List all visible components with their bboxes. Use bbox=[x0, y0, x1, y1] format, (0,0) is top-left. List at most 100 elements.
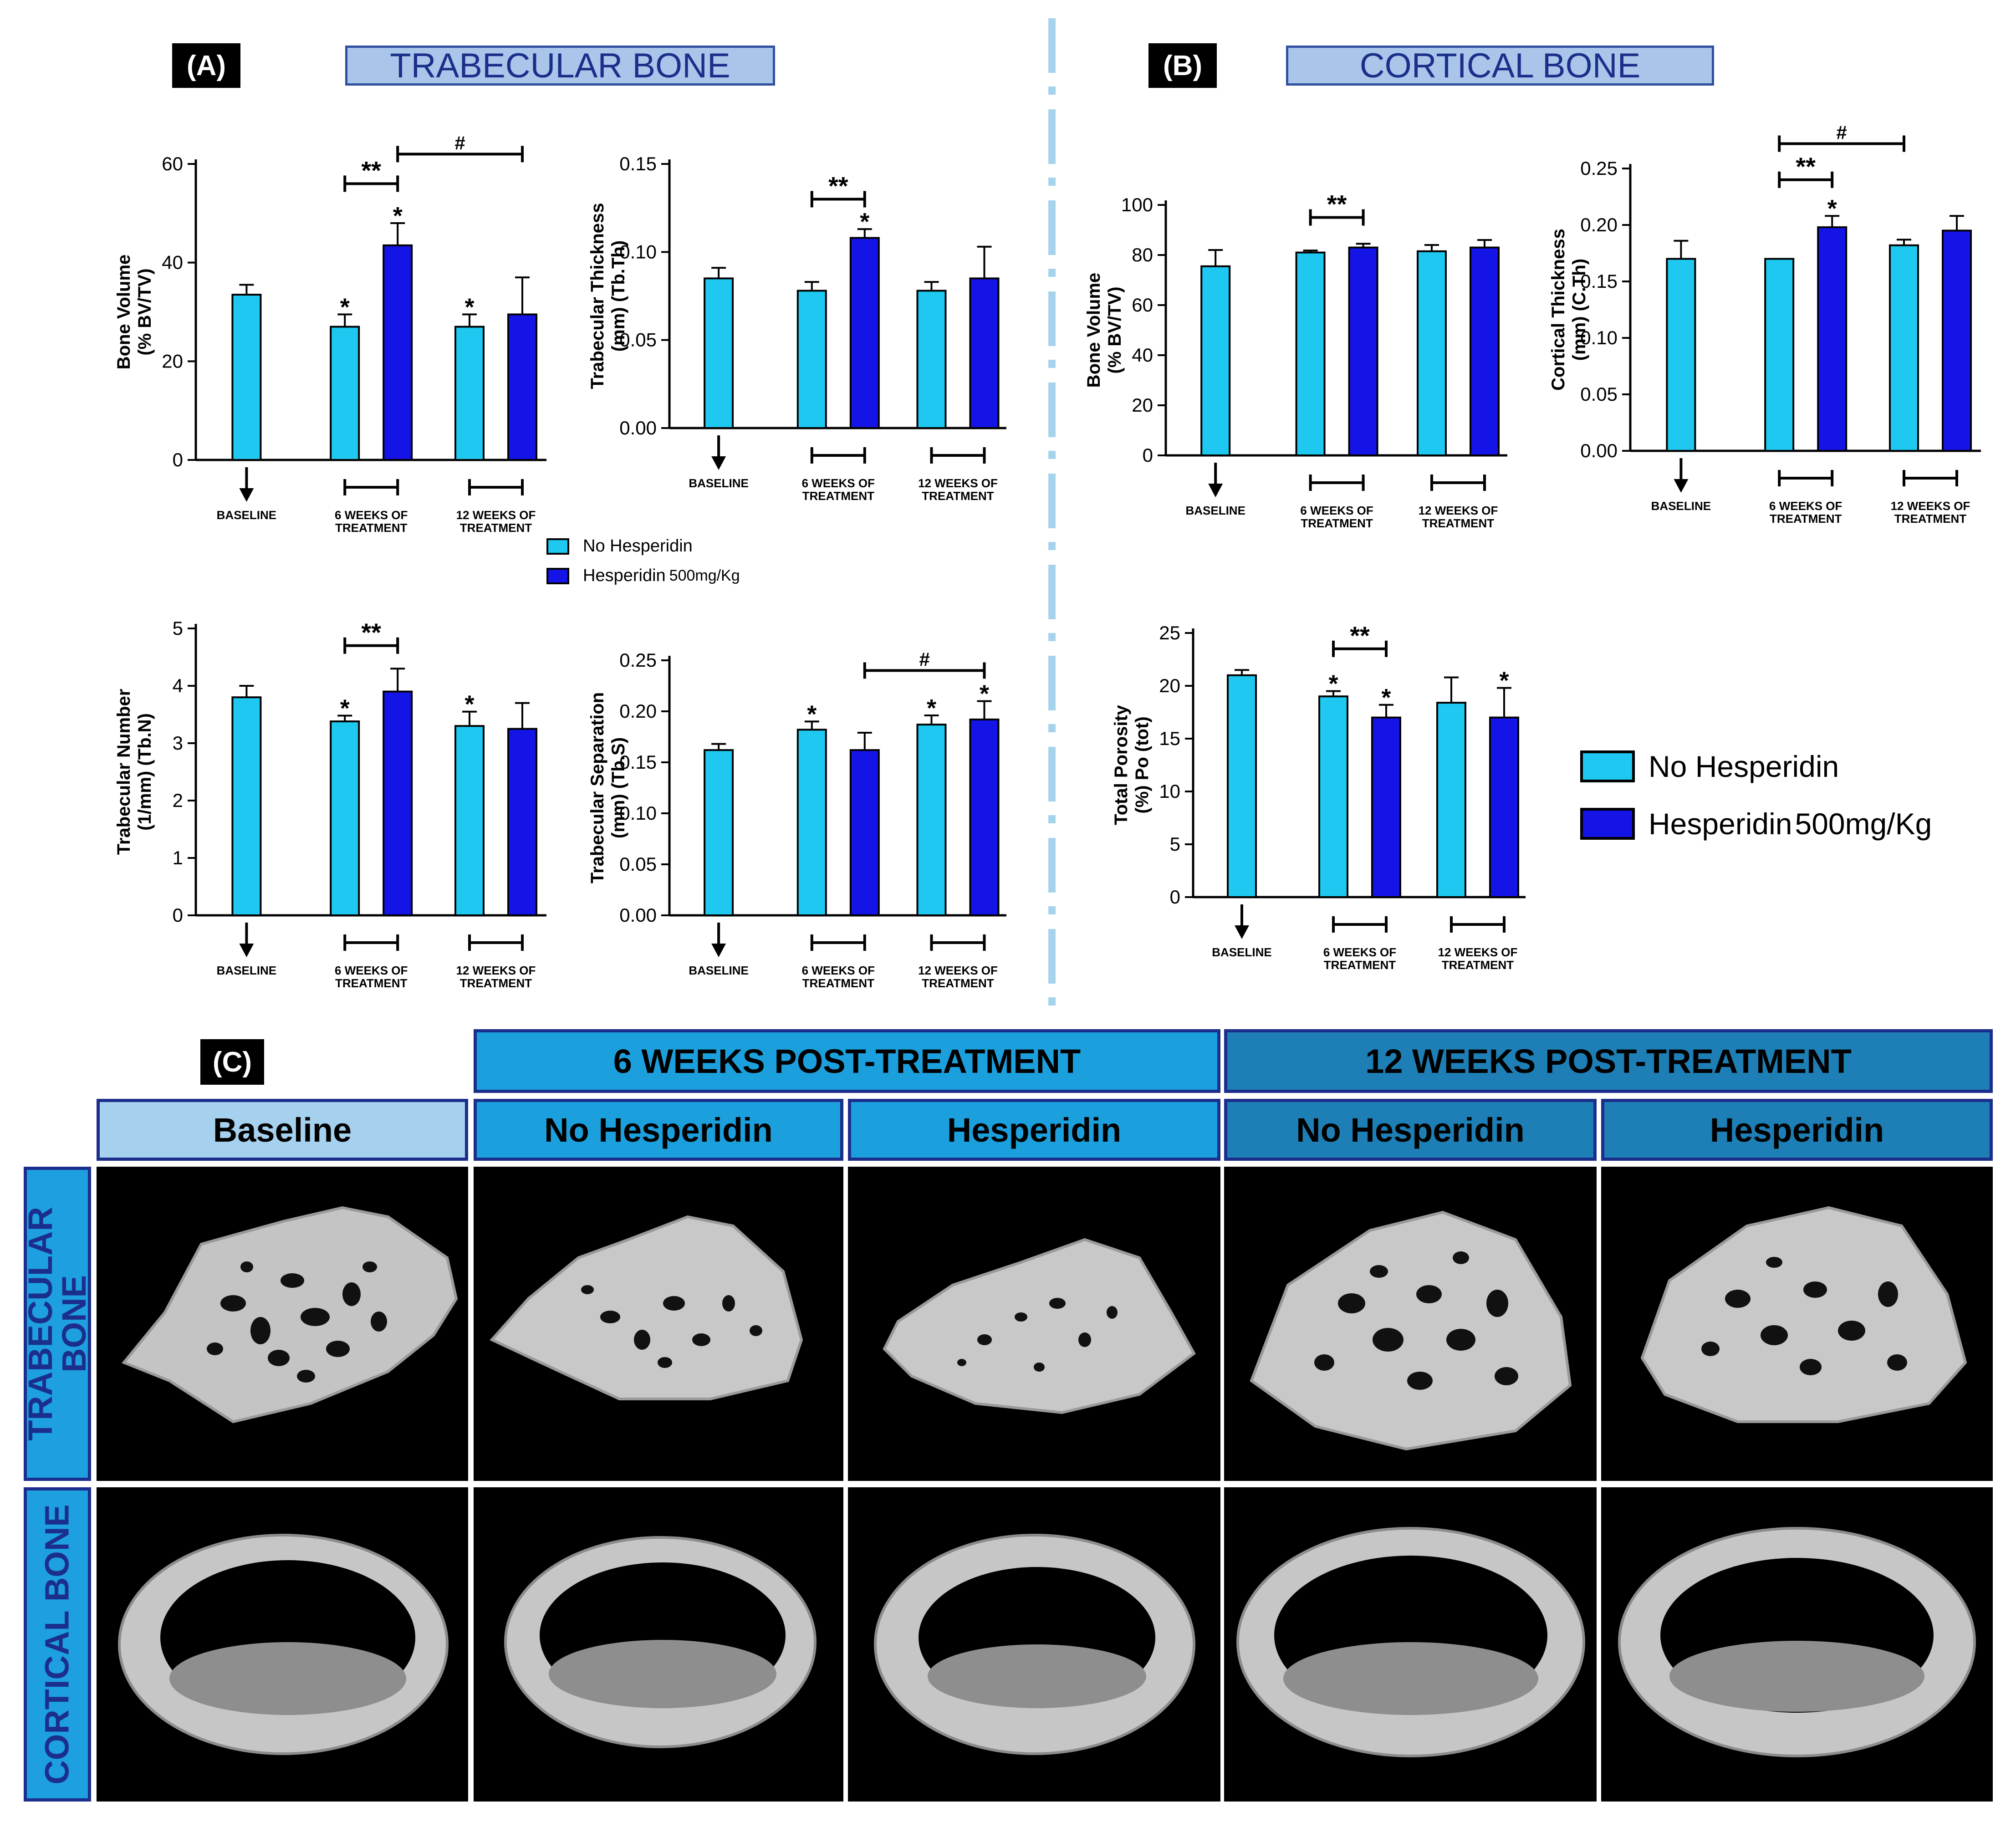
significance-label: # bbox=[454, 132, 465, 153]
x-group-label-line: 6 WEEKS OF bbox=[1323, 945, 1396, 959]
x-group-label-line: BASELINE bbox=[1651, 499, 1711, 513]
y-axis-label-line: (% BV/TV) bbox=[135, 268, 155, 355]
significance-star: * bbox=[1328, 670, 1338, 698]
y-tick-label: 0.20 bbox=[619, 700, 657, 722]
y-axis-label-line: Bone Volume bbox=[114, 255, 134, 370]
trabecular-pores bbox=[207, 1261, 387, 1383]
y-axis-label-line: (mm) (Tb.S) bbox=[608, 737, 628, 838]
x-group-label-line: TREATMENT bbox=[335, 521, 408, 535]
cortical-render-6w-yes bbox=[874, 1534, 1195, 1755]
x-group-label-line: BASELINE bbox=[217, 964, 276, 977]
y-tick-label: 40 bbox=[162, 252, 183, 273]
legend-large-label-no: No Hesperidin bbox=[1649, 750, 1839, 783]
bar bbox=[330, 326, 360, 461]
trabecular-shape bbox=[490, 1215, 803, 1400]
y-axis-label-line: Total Porosity bbox=[1111, 704, 1131, 825]
bar bbox=[969, 277, 1000, 429]
significance-label: ** bbox=[1327, 190, 1347, 219]
y-tick-label: 0 bbox=[1143, 444, 1153, 466]
y-axis-label: Trabecular Thickness(mm) (Tb.Th) bbox=[587, 203, 628, 389]
legend-small-label-dose: 500mg/Kg bbox=[669, 567, 740, 584]
x-group-label-line: 12 WEEKS OF bbox=[1419, 504, 1498, 517]
trabecular-pores bbox=[581, 1285, 762, 1368]
x-group-label-line: BASELINE bbox=[1185, 504, 1245, 517]
x-group-label-line: TREATMENT bbox=[460, 976, 532, 990]
chart-cortical-thickness: Cortical Thickness(mm) (C.Th) 0.00 0.05 0.1… bbox=[1548, 122, 1981, 526]
cortical-image-12w-no-hesperidin bbox=[1224, 1487, 1597, 1802]
trabecular-render-6w-yes bbox=[883, 1238, 1196, 1414]
x-group-label-line: 12 WEEKS OF bbox=[918, 476, 998, 490]
x-group-label: 12 WEEKS OF TREATMENT bbox=[918, 964, 998, 990]
y-tick-label: 10 bbox=[1159, 781, 1180, 802]
x-group-label-line: 12 WEEKS OF bbox=[456, 508, 536, 522]
x-group-label-line: TREATMENT bbox=[1301, 516, 1373, 530]
x-group-label: BASELINE bbox=[1212, 945, 1271, 959]
column-header-12w-no-hesperidin: No Hesperidin bbox=[1224, 1099, 1597, 1161]
x-group-label: 12 WEEKS OF TREATMENT bbox=[918, 476, 998, 503]
chart-trabecular-separation: Trabecular Separation(mm) (Tb.S) 0.00 0.05… bbox=[587, 648, 1006, 990]
baseline-arrow-head bbox=[239, 488, 254, 502]
legend-small-row-yes: Hesperidin 500mg/Kg bbox=[546, 566, 740, 586]
significance-star: * bbox=[807, 700, 817, 728]
cortical-wall-shade bbox=[928, 1644, 1146, 1708]
y-tick-label: 0 bbox=[173, 449, 183, 470]
x-group-label: 6 WEEKS OF TREATMENT bbox=[335, 508, 408, 535]
y-tick-label: 5 bbox=[1170, 833, 1180, 855]
y-tick-label: 0.25 bbox=[619, 649, 657, 671]
bar bbox=[383, 690, 413, 916]
legend-small-swatch-no bbox=[546, 538, 569, 555]
x-group-label-line: TREATMENT bbox=[335, 976, 408, 990]
baseline-arrow-head bbox=[1674, 479, 1689, 493]
cortical-wall-shade bbox=[1669, 1641, 1924, 1712]
legend-large-label-dose: 500mg/Kg bbox=[1795, 807, 1932, 841]
legend-large: No Hesperidin Hesperidin 500mg/Kg bbox=[1580, 749, 1932, 841]
bar bbox=[1295, 251, 1326, 456]
cortical-wall-shade bbox=[1283, 1642, 1538, 1715]
y-axis-label-line: (mm) (C.Th) bbox=[1569, 259, 1589, 361]
bar bbox=[1470, 246, 1500, 456]
y-tick-label: 0 bbox=[173, 904, 183, 926]
bar bbox=[454, 326, 485, 461]
baseline-arrow-head bbox=[711, 944, 726, 957]
y-axis-label-line: (1/mm) (Tb.N) bbox=[135, 713, 155, 831]
y-tick-label: 40 bbox=[1132, 344, 1153, 366]
trabecular-shape bbox=[122, 1206, 458, 1424]
cortical-image-6w-hesperidin bbox=[848, 1487, 1220, 1802]
y-tick-label: 1 bbox=[173, 847, 183, 868]
y-axis-label: Total Porosity(%) Po (tot) bbox=[1111, 704, 1152, 825]
significance-star: * bbox=[1827, 195, 1837, 222]
legend-small-label-yes: Hesperidin bbox=[583, 566, 666, 585]
significance-star: * bbox=[1381, 684, 1391, 711]
y-axis-label: Trabecular Separation(mm) (Tb.S) bbox=[587, 692, 628, 883]
y-tick-label: 0.15 bbox=[619, 153, 657, 174]
bar bbox=[1417, 250, 1447, 456]
bar bbox=[1318, 695, 1348, 898]
row-label-trabecular-line2: BONE bbox=[55, 1275, 93, 1373]
chart-total-porosity: Total Porosity(%) Po (tot) 0 5 10 15 20 25 BASE… bbox=[1111, 621, 1526, 972]
bar bbox=[231, 294, 262, 461]
chart-trabecular-number: Trabecular Number(1/mm) (Tb.N) 0 1 2 3 4 5 BASE… bbox=[114, 618, 546, 990]
x-group-label-line: BASELINE bbox=[689, 964, 748, 977]
x-group-label-line: 12 WEEKS OF bbox=[456, 964, 536, 977]
x-group-label-line: 6 WEEKS OF bbox=[335, 508, 408, 522]
y-axis-label-line: Trabecular Thickness bbox=[587, 203, 607, 389]
bar bbox=[1942, 230, 1972, 452]
bar bbox=[383, 244, 413, 461]
y-tick-label: 60 bbox=[162, 153, 183, 174]
y-tick-label: 0.00 bbox=[619, 904, 657, 926]
cortical-image-12w-hesperidin bbox=[1601, 1487, 1993, 1802]
y-tick-label: 20 bbox=[1159, 675, 1180, 696]
bar bbox=[704, 277, 734, 429]
y-tick-label: 0.15 bbox=[1580, 270, 1618, 292]
trabecular-pores bbox=[957, 1298, 1118, 1372]
x-group-label: BASELINE bbox=[217, 964, 276, 977]
bar bbox=[1200, 265, 1231, 456]
y-tick-label: 0.00 bbox=[1580, 440, 1618, 461]
bar bbox=[1436, 702, 1466, 898]
y-axis-label-line: (%) Po (tot) bbox=[1132, 716, 1152, 813]
x-group-label-line: TREATMENT bbox=[802, 976, 875, 990]
bar bbox=[454, 725, 485, 916]
significance-label: ** bbox=[361, 156, 381, 184]
y-tick-label: 100 bbox=[1121, 194, 1153, 215]
cortical-image-baseline bbox=[97, 1487, 468, 1802]
